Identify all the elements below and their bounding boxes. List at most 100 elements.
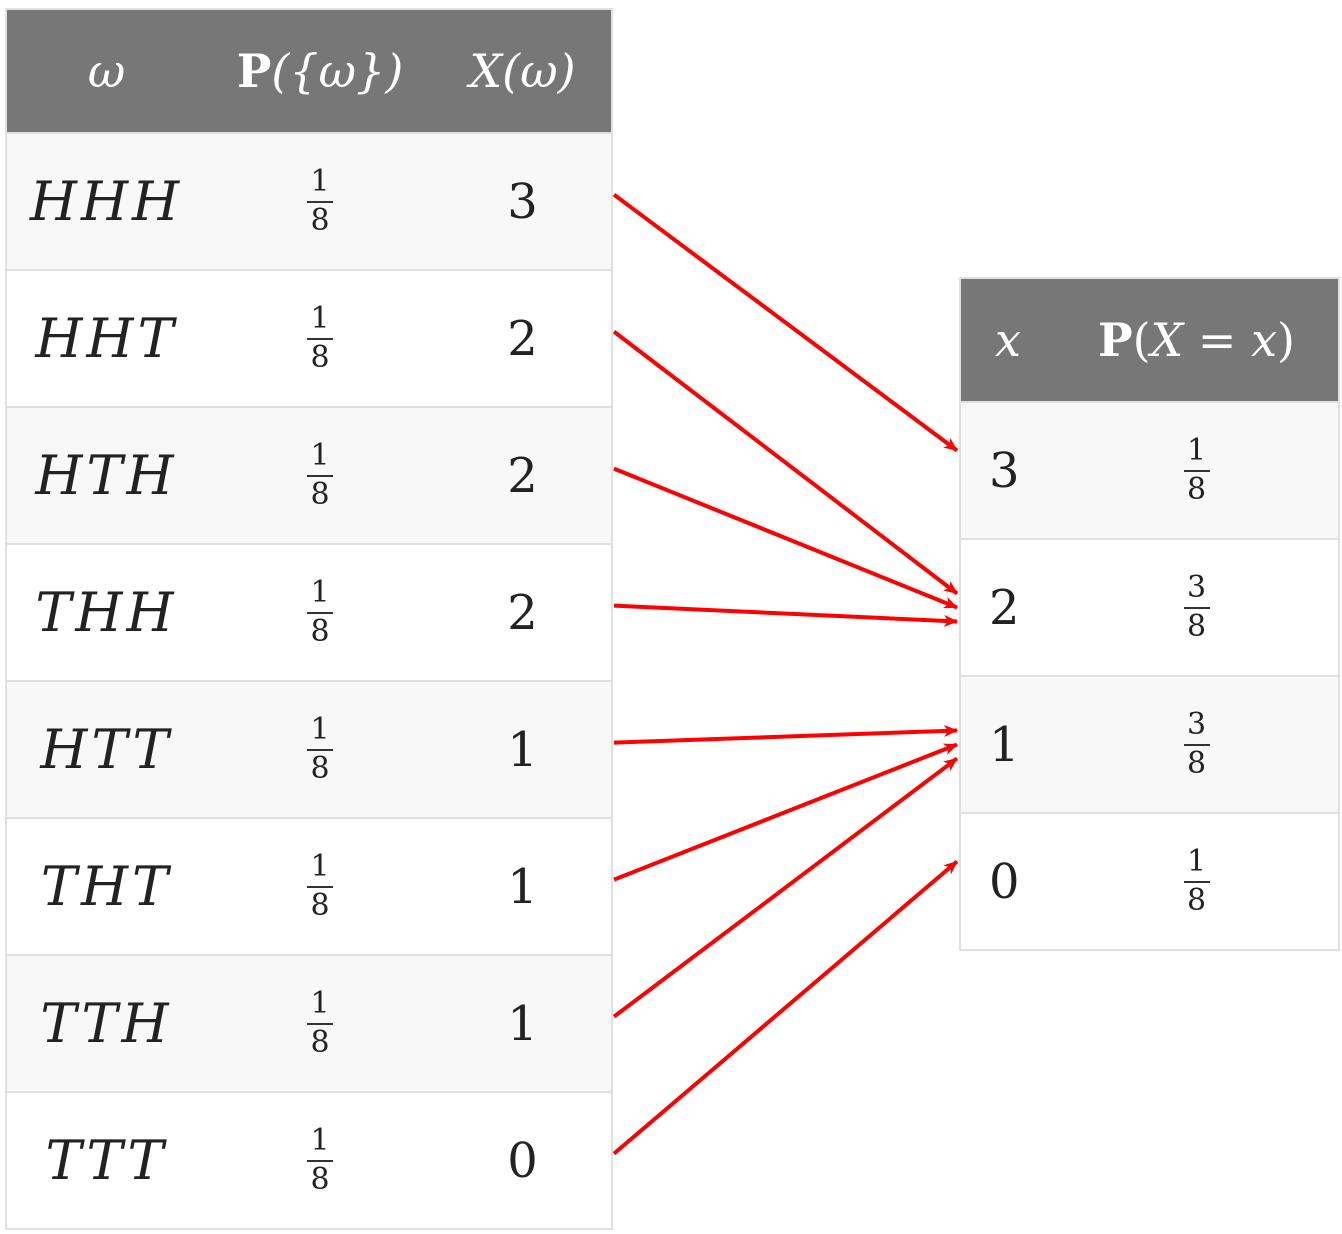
outcome-prob-denominator: 8 [310,477,330,512]
header-x-rest: (ω) [502,44,576,98]
outcome-label: HTT [40,718,173,781]
outcome-x-cell: 3 [434,132,612,270]
distribution-prob-denominator: 8 [1186,746,1207,781]
outcome-prob-numerator: 1 [310,986,330,1021]
distribution-table-header: x P(X = x) [960,278,1339,402]
outcome-cell: THT [6,817,206,955]
outcome-prob-numerator: 1 [310,164,330,199]
outcome-prob-fraction-bar [307,338,333,340]
outcome-x-cell: 1 [434,680,612,818]
outcome-prob-denominator: 8 [310,751,330,786]
outcome-prob-numerator: 1 [310,301,330,336]
outcome-prob-denominator: 8 [310,340,330,375]
distribution-x-cell: 1 [960,675,1055,813]
distribution-prob-numerator: 3 [1186,570,1207,605]
outcome-prob-numerator: 1 [310,575,330,610]
outcome-x-cell: 0 [434,1091,612,1229]
outcome-row: THH 1 8 2 [6,543,612,681]
mapping-arrow [612,859,959,1156]
outcome-row: THT 1 8 1 [6,817,612,955]
distribution-x-value: 0 [989,853,1020,910]
header-prob-x-smallx: x [1251,313,1278,367]
outcome-prob-numerator: 1 [310,438,330,473]
outcome-prob-fraction-bar [307,1023,333,1025]
mapping-arrow [613,742,958,882]
distribution-x-value: 2 [989,579,1020,636]
header-x-omega: X(ω) [434,9,612,133]
outcome-cell: TTH [6,954,206,1092]
outcome-prob-fraction-bar [307,201,333,203]
mapping-arrow [613,466,958,610]
outcome-x-value: 2 [507,447,538,504]
outcome-row: TTT 1 8 0 [6,1091,612,1229]
outcome-x-cell: 1 [434,954,612,1092]
outcome-cell: HHT [6,269,206,407]
outcome-x-cell: 1 [434,817,612,955]
outcome-cell: HHH [6,132,206,270]
distribution-prob-fraction-bar [1183,744,1210,746]
outcome-label: THT [40,855,173,918]
outcome-x-cell: 2 [434,543,612,681]
outcome-x-cell: 2 [434,406,612,544]
outcome-cell: TTT [6,1091,206,1229]
mapping-arrow [613,603,958,627]
outcome-x-value: 1 [507,858,538,915]
distribution-x-cell: 0 [960,812,1055,950]
distribution-x-cell: 2 [960,538,1055,676]
distribution-prob-fraction-bar [1183,470,1210,472]
distribution-prob-numerator: 1 [1186,844,1207,879]
mapping-arrow [612,756,959,1019]
distribution-prob-denominator: 8 [1186,609,1207,644]
outcome-prob-fraction-bar [307,612,333,614]
header-prob-omega: P({ω}) [206,9,434,133]
outcome-label: THH [35,581,178,644]
outcome-prob-denominator: 8 [310,614,330,649]
outcome-label: HTH [35,444,178,507]
outcome-x-cell: 2 [434,269,612,407]
outcome-row: TTH 1 8 1 [6,954,612,1092]
outcome-row: HTH 1 8 2 [6,406,612,544]
outcome-table-header: ω P({ω}) X(ω) [6,9,612,133]
outcome-prob-denominator: 8 [310,1025,330,1060]
outcome-label: TTH [40,992,173,1055]
outcome-prob-fraction-bar [307,1160,333,1162]
outcome-row: HTT 1 8 1 [6,680,612,818]
outcome-table: ω P({ω}) X(ω) HHH 1 8 3 HHT 1 8 2 HTH 1 8 2 THH 1 8 2 HT… [5,8,613,1230]
distribution-x-value: 3 [989,442,1020,499]
outcome-prob-denominator: 8 [310,888,330,923]
mapping-arrow [612,330,959,596]
distribution-prob-numerator: 3 [1186,707,1207,742]
outcome-label: HHT [35,307,178,370]
distribution-x-value: 1 [989,716,1020,773]
header-prob-p: P [236,44,272,98]
outcome-prob-fraction-bar [307,749,333,751]
header-omega: ω [6,9,206,133]
outcome-table-body: HHH 1 8 3 HHT 1 8 2 HTH 1 8 2 THH 1 8 2 HTT 1 8 1 THT 1 8 1 TTH 1… [6,132,612,1229]
outcome-x-value: 3 [507,173,538,230]
outcome-x-value: 1 [507,721,538,778]
outcome-x-value: 1 [507,995,538,1052]
header-prob-x-eq: = [1183,313,1252,367]
distribution-prob-fraction-bar [1183,607,1210,609]
